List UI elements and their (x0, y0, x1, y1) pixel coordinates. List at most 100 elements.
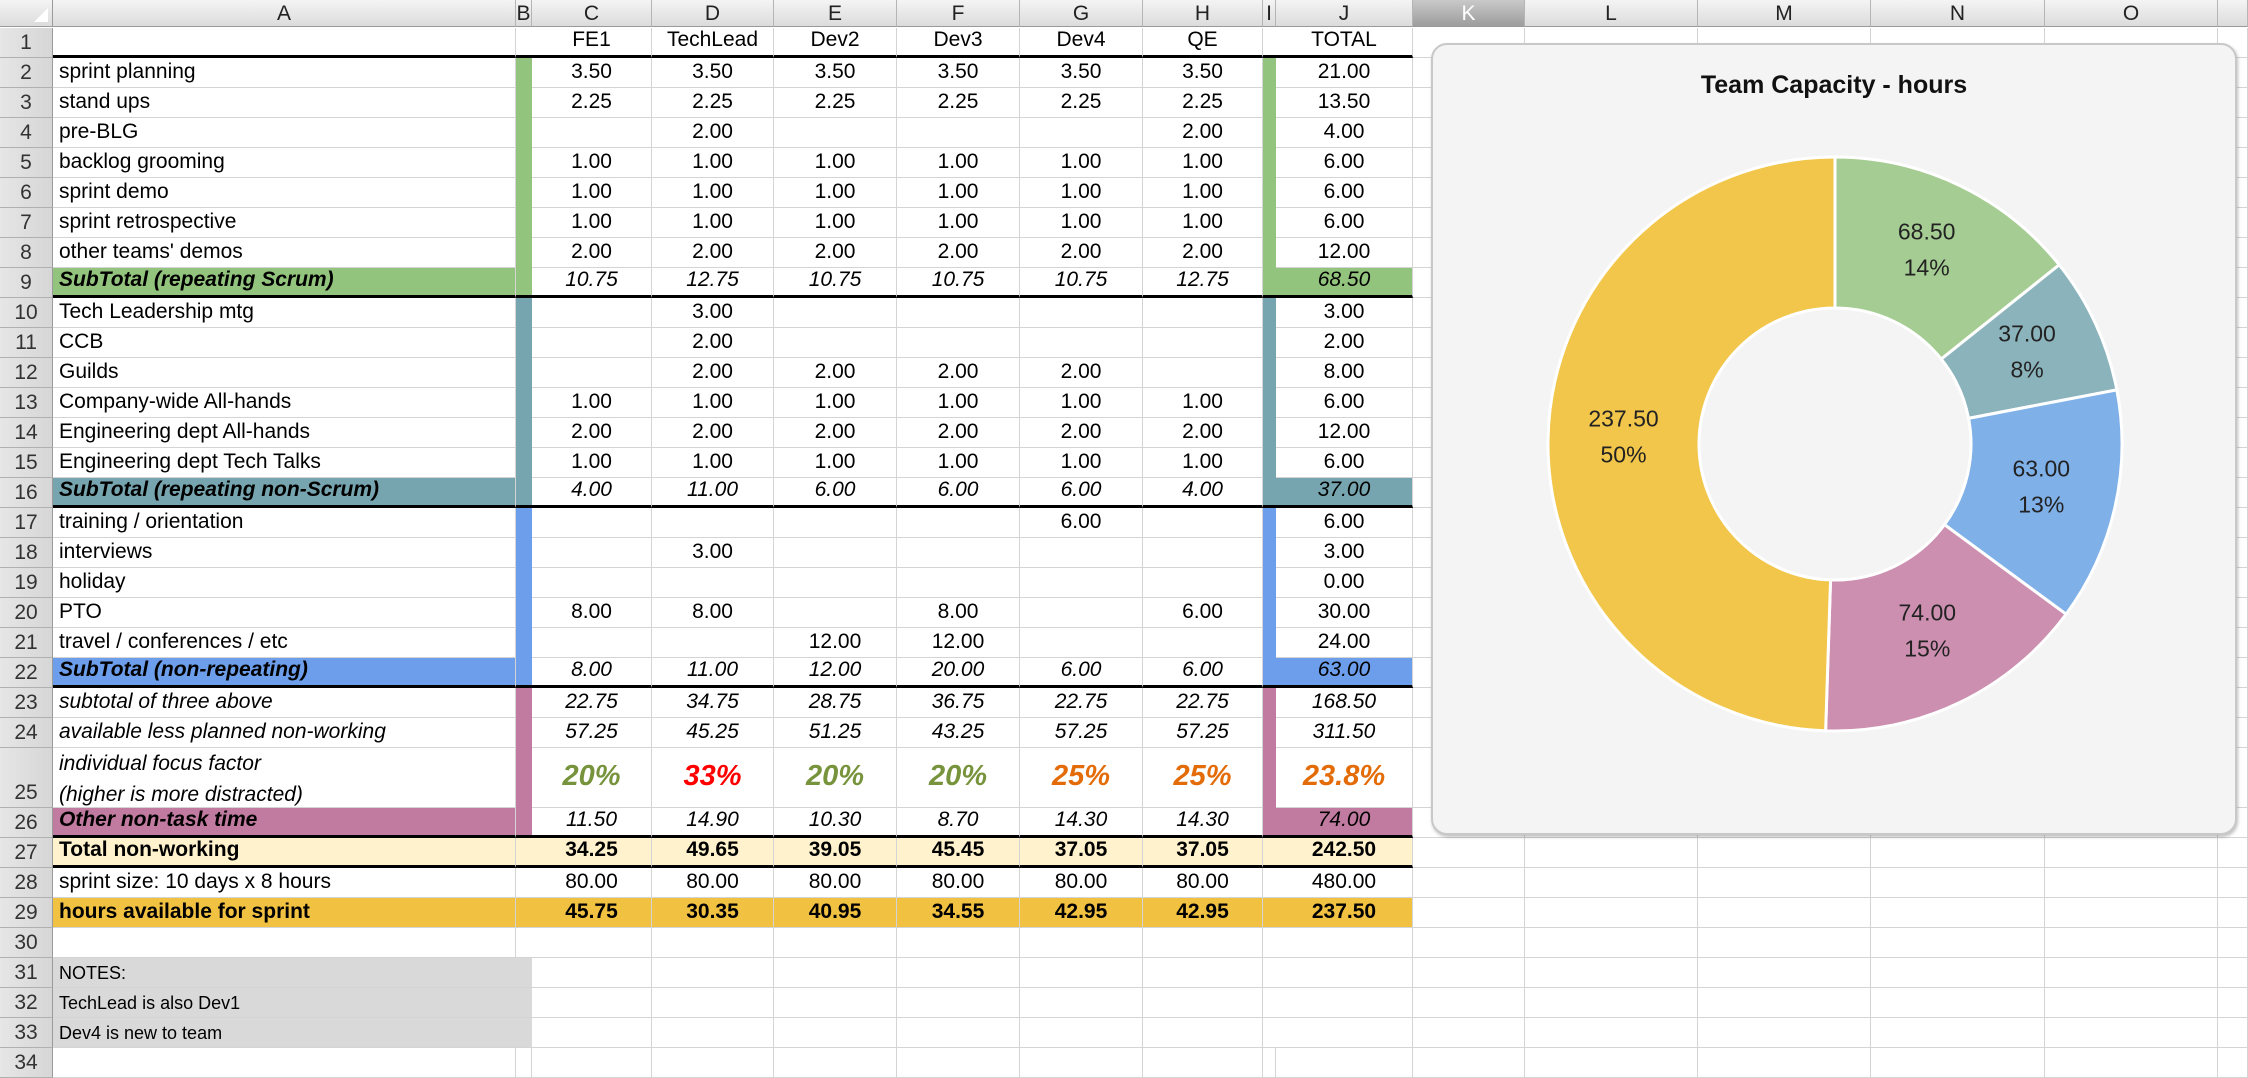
data-cell[interactable] (774, 298, 897, 328)
data-cell[interactable] (1020, 958, 1143, 988)
data-cell[interactable]: 25% (1143, 748, 1263, 808)
data-cell[interactable] (1263, 268, 1276, 298)
data-cell[interactable] (774, 118, 897, 148)
data-cell[interactable]: 1.00 (1020, 448, 1143, 478)
row-label[interactable]: SubTotal (non-repeating) (53, 658, 516, 688)
data-cell[interactable]: 25% (1020, 748, 1143, 808)
row-header[interactable]: 31 (0, 958, 53, 988)
data-cell[interactable]: 37.05 (1143, 838, 1263, 868)
data-cell[interactable] (1525, 1018, 1698, 1048)
data-cell[interactable] (1525, 838, 1698, 868)
data-cell[interactable]: 57.25 (1020, 718, 1143, 748)
data-cell[interactable] (516, 538, 532, 568)
header-cell[interactable] (53, 28, 516, 58)
data-cell[interactable]: 6.00 (1143, 658, 1263, 688)
data-cell[interactable] (1143, 1018, 1263, 1048)
data-cell[interactable] (516, 178, 532, 208)
data-cell[interactable] (1020, 298, 1143, 328)
data-cell[interactable]: 1.00 (532, 448, 652, 478)
data-cell[interactable] (652, 628, 774, 658)
total-cell[interactable]: 12.00 (1276, 238, 1413, 268)
data-cell[interactable] (897, 1018, 1020, 1048)
data-cell[interactable] (1413, 838, 1525, 868)
data-cell[interactable]: 2.00 (897, 238, 1020, 268)
data-cell[interactable] (1263, 58, 1276, 88)
data-cell[interactable]: 3.00 (652, 298, 774, 328)
data-cell[interactable] (1525, 988, 1698, 1018)
data-cell[interactable]: 2.25 (774, 88, 897, 118)
total-cell[interactable]: 0.00 (1276, 568, 1413, 598)
data-cell[interactable] (532, 568, 652, 598)
row-label[interactable]: sprint planning (53, 58, 516, 88)
data-cell[interactable]: 10.75 (532, 268, 652, 298)
data-cell[interactable]: 2.00 (1020, 238, 1143, 268)
data-cell[interactable] (1263, 658, 1276, 688)
data-cell[interactable] (1413, 898, 1525, 928)
row-label[interactable]: SubTotal (repeating Scrum) (53, 268, 516, 298)
data-cell[interactable]: 8.00 (532, 658, 652, 688)
data-cell[interactable]: 1.00 (1143, 388, 1263, 418)
data-cell[interactable]: 40.95 (774, 898, 897, 928)
data-cell[interactable]: 2.00 (652, 118, 774, 148)
data-cell[interactable] (1413, 1048, 1525, 1078)
column-header-a[interactable]: A (53, 0, 516, 27)
total-cell[interactable] (1276, 958, 1413, 988)
row-header[interactable]: 13 (0, 388, 53, 418)
data-cell[interactable]: 1.00 (774, 178, 897, 208)
data-cell[interactable] (516, 148, 532, 178)
select-all-corner[interactable] (0, 0, 53, 27)
data-cell[interactable]: 20% (897, 748, 1020, 808)
donut-slice[interactable] (1942, 388, 2124, 617)
data-cell[interactable] (1871, 898, 2045, 928)
total-cell[interactable]: 6.00 (1276, 508, 1413, 538)
data-cell[interactable]: 1.00 (774, 208, 897, 238)
total-cell[interactable]: 6.00 (1276, 208, 1413, 238)
data-cell[interactable]: 12.00 (897, 628, 1020, 658)
header-cell[interactable]: Dev4 (1020, 28, 1143, 58)
data-cell[interactable]: 2.25 (897, 88, 1020, 118)
total-cell[interactable]: 3.00 (1276, 538, 1413, 568)
data-cell[interactable]: 14.30 (1020, 808, 1143, 838)
data-cell[interactable] (1871, 868, 2045, 898)
row-label[interactable]: sprint demo (53, 178, 516, 208)
data-cell[interactable] (2218, 898, 2248, 928)
data-cell[interactable] (2218, 958, 2248, 988)
data-cell[interactable]: 57.25 (532, 718, 652, 748)
data-cell[interactable] (1263, 598, 1276, 628)
column-header-b[interactable]: B (516, 0, 532, 27)
data-cell[interactable] (532, 1048, 652, 1078)
total-cell[interactable]: 30.00 (1276, 598, 1413, 628)
row-header[interactable]: 27 (0, 838, 53, 868)
column-header-k[interactable]: K (1413, 0, 1525, 27)
data-cell[interactable]: 22.75 (1143, 688, 1263, 718)
data-cell[interactable] (1020, 118, 1143, 148)
data-cell[interactable] (774, 928, 897, 958)
data-cell[interactable]: 2.00 (774, 238, 897, 268)
data-cell[interactable] (2045, 958, 2218, 988)
column-header-l[interactable]: L (1525, 0, 1698, 27)
data-cell[interactable]: 12.75 (652, 268, 774, 298)
data-cell[interactable] (1413, 1018, 1525, 1048)
row-header[interactable]: 34 (0, 1048, 53, 1078)
data-cell[interactable]: 2.25 (1143, 88, 1263, 118)
data-cell[interactable] (774, 958, 897, 988)
data-cell[interactable]: 2.00 (774, 358, 897, 388)
data-cell[interactable]: 2.25 (652, 88, 774, 118)
data-cell[interactable]: 11.50 (532, 808, 652, 838)
total-cell[interactable]: 6.00 (1276, 178, 1413, 208)
data-cell[interactable] (516, 718, 532, 748)
row-header[interactable]: 28 (0, 868, 53, 898)
data-cell[interactable]: 80.00 (532, 868, 652, 898)
data-cell[interactable] (2218, 1048, 2248, 1078)
data-cell[interactable] (1263, 988, 1276, 1018)
data-cell[interactable] (516, 628, 532, 658)
team-capacity-chart[interactable]: Team Capacity - hours 68.50 14% 37.00 8% 63.… (1431, 43, 2237, 835)
data-cell[interactable] (1020, 1048, 1143, 1078)
data-cell[interactable]: 37.05 (1020, 838, 1143, 868)
data-cell[interactable]: 57.25 (1143, 718, 1263, 748)
total-cell[interactable] (1276, 1018, 1413, 1048)
data-cell[interactable] (774, 1048, 897, 1078)
data-cell[interactable]: 6.00 (1020, 508, 1143, 538)
header-cell[interactable]: Dev3 (897, 28, 1020, 58)
data-cell[interactable]: 34.75 (652, 688, 774, 718)
